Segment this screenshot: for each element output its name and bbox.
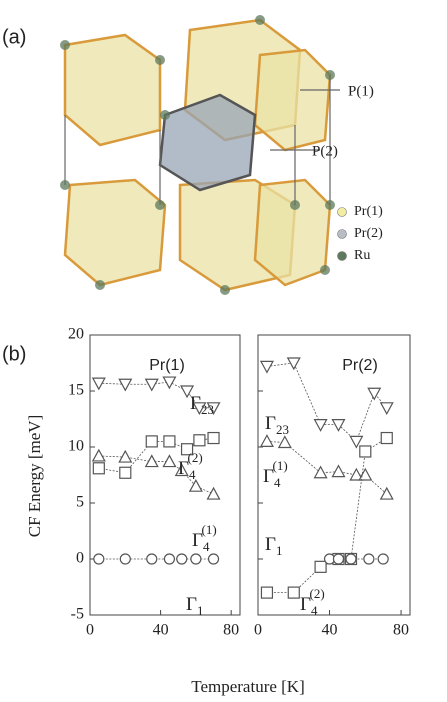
structure-label: P(1) xyxy=(348,83,374,99)
annotation-sub: 23 xyxy=(201,402,214,417)
marker xyxy=(332,466,344,477)
x-axis-label: Temperature [K] xyxy=(191,677,305,696)
annotation-sub: 4 xyxy=(203,539,210,554)
marker xyxy=(209,554,219,564)
annotation-symbol: Γ xyxy=(265,534,276,555)
x-tick-label: 80 xyxy=(393,622,409,639)
marker xyxy=(332,420,344,431)
chart-title: Pr(2) xyxy=(342,357,378,374)
marker xyxy=(315,561,326,572)
legend: Pr(1) Pr(2) Ru xyxy=(338,204,384,263)
marker xyxy=(378,554,388,564)
marker xyxy=(288,587,299,598)
marker xyxy=(119,379,131,390)
legend-marker xyxy=(338,208,347,217)
x-tick-label: 0 xyxy=(254,622,262,639)
y-tick-label: 0 xyxy=(76,550,84,567)
legend-marker xyxy=(338,252,347,261)
marker xyxy=(315,467,327,478)
marker xyxy=(93,463,104,474)
marker xyxy=(194,435,205,446)
crystal-structure xyxy=(60,15,340,295)
annotation: Γ23 xyxy=(190,393,214,417)
marker xyxy=(94,554,104,564)
annotation-sub: 23 xyxy=(276,422,289,437)
marker xyxy=(191,554,201,564)
marker xyxy=(359,469,371,480)
y-tick-label: -5 xyxy=(71,606,84,623)
annotation-sub: 1 xyxy=(276,543,283,558)
annotation-sub: 4 xyxy=(189,467,196,482)
marker xyxy=(177,554,187,564)
panel-label: (b) xyxy=(2,343,26,365)
marker xyxy=(163,456,175,467)
annotation-sub: 1 xyxy=(197,603,204,618)
annotation: Γ4(1) xyxy=(263,458,288,490)
legend-label: Pr(1) xyxy=(354,204,383,219)
x-tick-label: 80 xyxy=(223,622,239,639)
legend-label: Ru xyxy=(354,248,370,263)
y-tick-label: 5 xyxy=(76,494,84,511)
marker xyxy=(346,554,356,564)
marker xyxy=(381,403,393,414)
y-tick-label: 10 xyxy=(68,438,84,455)
annotation-sup: (2) xyxy=(309,586,324,601)
legend-label: Pr(2) xyxy=(354,226,383,241)
annotation: Γ1 xyxy=(186,594,203,618)
marker xyxy=(164,554,174,564)
structure-label: P(2) xyxy=(312,143,338,159)
y-axis-label: CF Energy [meV] xyxy=(25,415,44,537)
annotation-sup: (1) xyxy=(272,458,287,473)
x-tick-label: 40 xyxy=(322,622,338,639)
marker xyxy=(315,420,327,431)
annotation-sub: 4 xyxy=(274,475,281,490)
marker xyxy=(261,587,272,598)
annotation: Γ1 xyxy=(265,534,282,558)
annotation-symbol: Γ xyxy=(265,413,276,434)
y-tick-label: 15 xyxy=(68,382,84,399)
marker xyxy=(120,554,130,564)
marker xyxy=(147,554,157,564)
marker xyxy=(261,435,273,446)
marker xyxy=(146,379,158,390)
figure: (a) P(1) P(2) Pr(1) Pr(2) Ru (b) CF Energy… xyxy=(0,0,447,702)
legend-marker xyxy=(338,230,347,239)
annotation-symbol: Γ xyxy=(186,594,197,615)
annotation: Γ4(2) xyxy=(300,586,325,618)
marker xyxy=(364,554,374,564)
panel-label: (a) xyxy=(2,26,26,48)
marker xyxy=(208,488,220,499)
y-tick-label: 20 xyxy=(68,326,84,343)
annotation-sup: (1) xyxy=(201,522,216,537)
marker xyxy=(333,554,343,564)
marker xyxy=(279,437,291,448)
marker xyxy=(164,436,175,447)
annotation: Γ23 xyxy=(265,413,289,437)
annotation-sub: 4 xyxy=(311,603,318,618)
marker xyxy=(208,433,219,444)
annotation-sup: (2) xyxy=(187,450,202,465)
annotation: Γ4(1) xyxy=(192,522,217,554)
marker xyxy=(261,361,273,372)
x-tick-label: 40 xyxy=(153,622,169,639)
marker xyxy=(381,488,393,499)
marker xyxy=(360,446,371,457)
marker xyxy=(93,450,105,461)
marker xyxy=(146,436,157,447)
x-tick-label: 0 xyxy=(86,622,94,639)
marker xyxy=(381,433,392,444)
chart-title: Pr(1) xyxy=(149,357,185,374)
annotation-symbol: Γ xyxy=(190,393,201,414)
marker xyxy=(120,467,131,478)
